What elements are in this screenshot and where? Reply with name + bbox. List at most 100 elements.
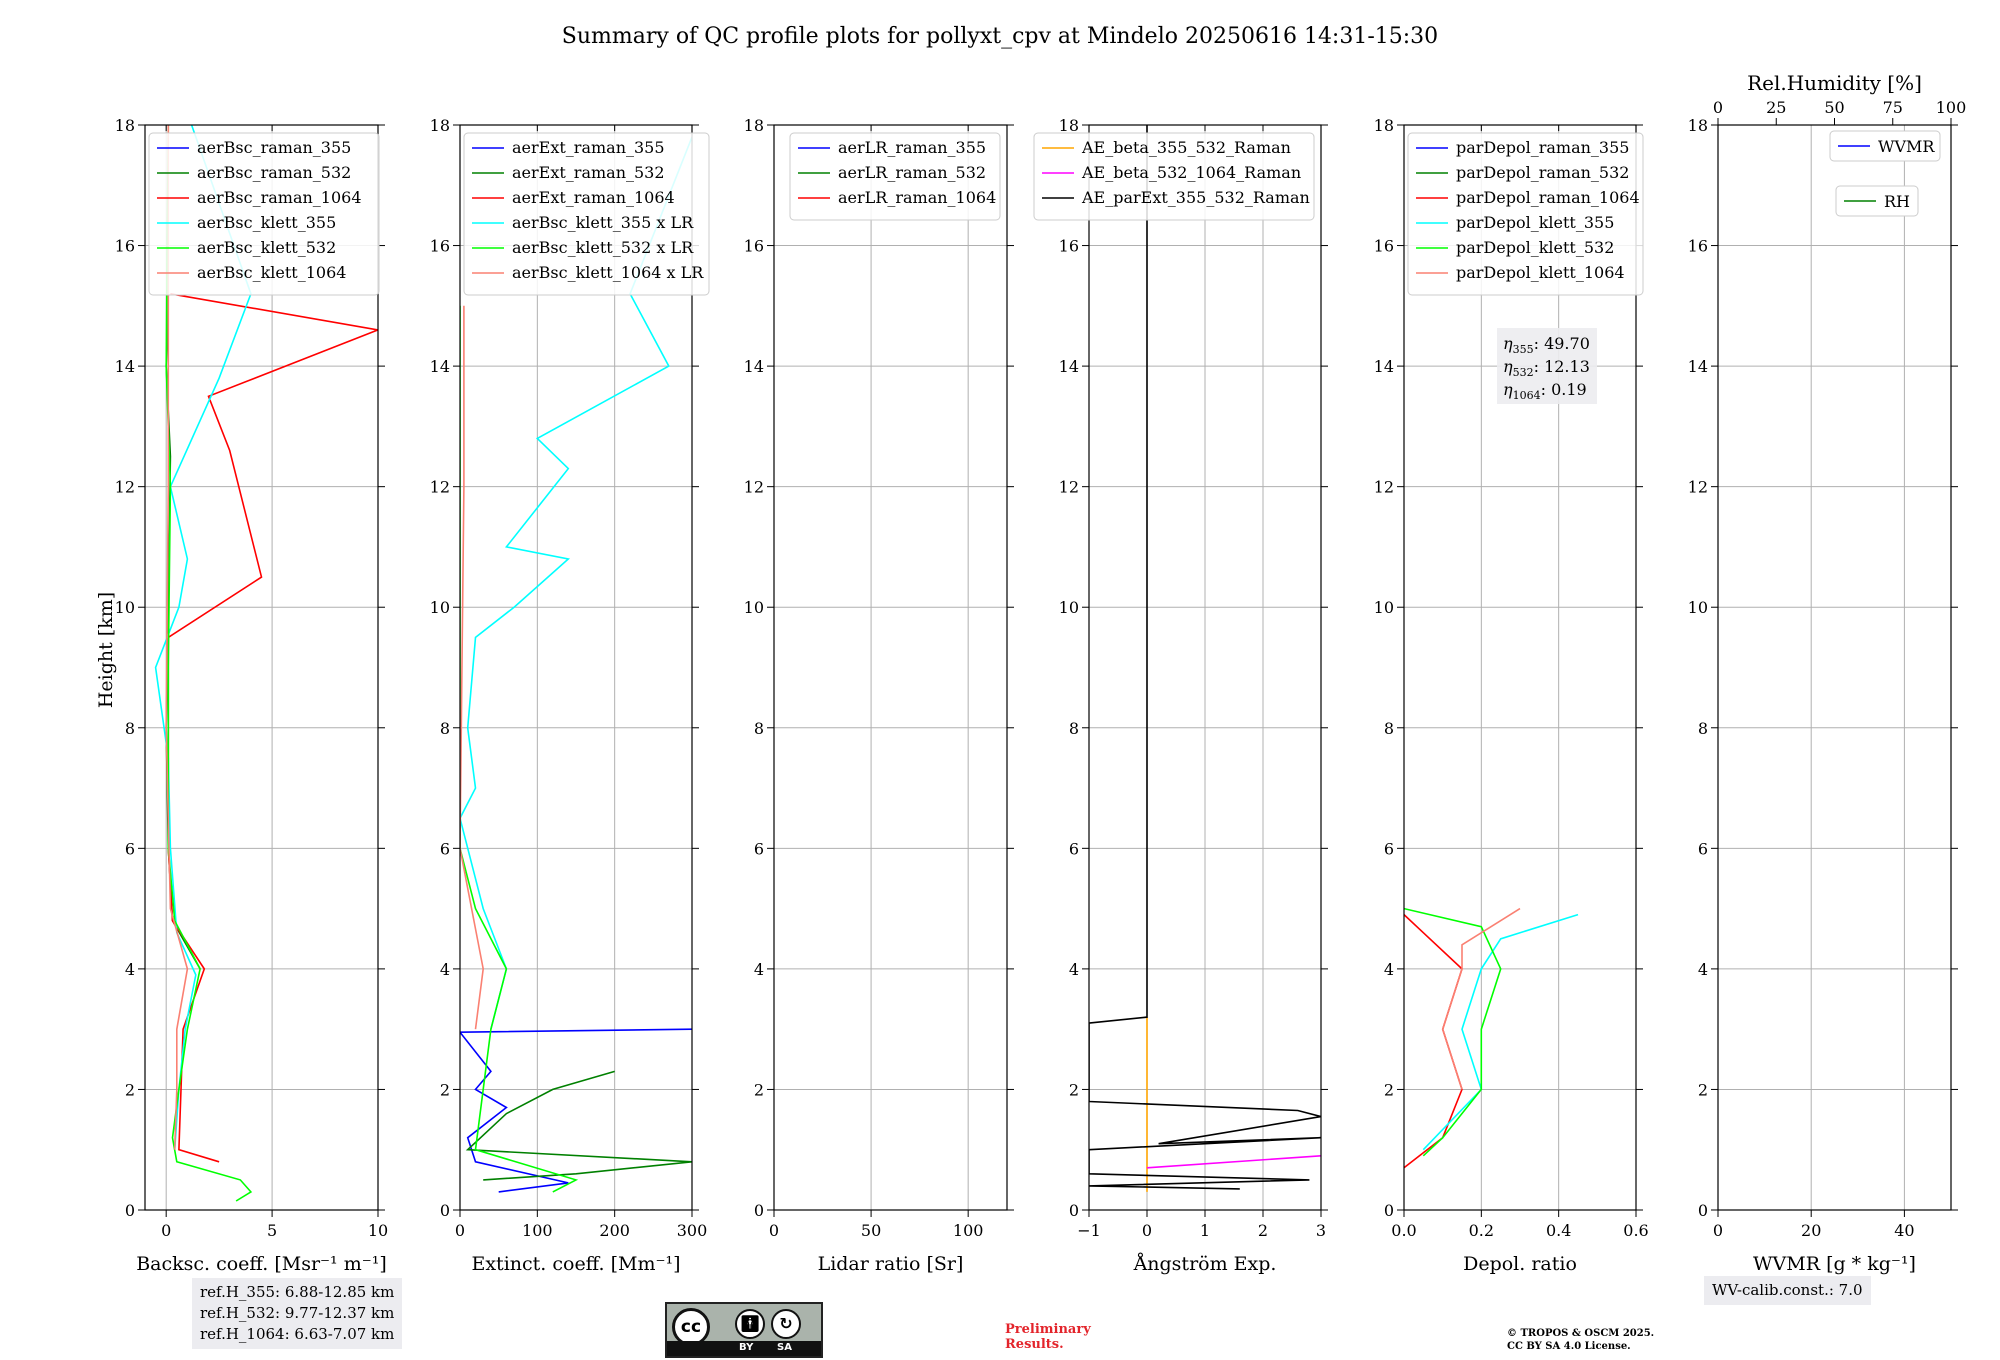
y-tick-label: 10 <box>1374 598 1394 617</box>
y-tick-label: 12 <box>744 478 764 497</box>
legend-entry: aerLR_raman_1064 <box>838 188 996 207</box>
y-tick-label: 0 <box>1069 1201 1079 1220</box>
legend-entry: aerBsc_klett_355 <box>197 213 336 232</box>
x-tick-label: 0 <box>1713 1221 1723 1240</box>
y-tick-label: 6 <box>754 839 764 858</box>
y-tick-label: 4 <box>754 960 764 979</box>
y-tick-label: 6 <box>1384 839 1394 858</box>
y-tick-label: 4 <box>1069 960 1079 979</box>
y-tick-label: 8 <box>125 719 135 738</box>
y-tick-label: 10 <box>430 598 450 617</box>
legend-bsc: aerBsc_raman_355 aerBsc_raman_532 aerBsc_r… <box>148 132 380 296</box>
grid-wv <box>1717 124 1951 1211</box>
y-tick-label: 6 <box>125 839 135 858</box>
y-tick-label: 18 <box>1688 116 1708 135</box>
y-tick-label: 0 <box>440 1201 450 1220</box>
legend-box <box>1033 132 1315 221</box>
x-tick-label: 300 <box>677 1221 708 1240</box>
legend-entry: aerBsc_klett_355 x LR <box>512 213 694 232</box>
y-tick-label: 6 <box>440 839 450 858</box>
legend-entry: aerExt_raman_1064 <box>512 188 675 207</box>
series-line-aerExt_raman_355 <box>460 1028 692 1193</box>
rh-tick-label: 0 <box>1713 98 1723 117</box>
y-tick-label: 14 <box>744 357 764 376</box>
y-tick-label: 16 <box>430 237 450 256</box>
y-tick-label: 2 <box>125 1080 135 1099</box>
ref-height-1064: ref.H_1064: 6.63-7.07 km <box>200 1325 395 1343</box>
y-tick-label: 12 <box>1688 478 1708 497</box>
x-tick-label: 5 <box>267 1221 277 1240</box>
x-tick-label: 100 <box>522 1221 553 1240</box>
y-tick-label: 0 <box>1384 1201 1394 1220</box>
x-tick-label: 0 <box>769 1221 779 1240</box>
panel-ext: 0 100 200 300 0 2 4 6 8 10 12 14 16 18 Extinct. coeff.… <box>430 116 710 1275</box>
y-tick-label: 4 <box>1698 960 1708 979</box>
x-axis-label: Extinct. coeff. [Mm⁻¹] <box>471 1253 680 1275</box>
series-line-aerExt_raman_532 <box>465 1070 692 1181</box>
legend-box <box>789 132 1001 221</box>
series-line-aerBsc_klett_532 x LR <box>460 305 579 1193</box>
y-tick-label: 4 <box>440 960 450 979</box>
eta-532: η532: 12.13 <box>1503 357 1590 379</box>
attribution-person-icon: 🚹︎ <box>735 1309 765 1339</box>
grid-lr <box>773 124 1007 1211</box>
legend-entry: RH <box>1884 192 1910 211</box>
axes-frame <box>773 124 1008 1211</box>
legend-box <box>1835 185 1919 217</box>
x-tick-label: 0 <box>455 1221 465 1240</box>
legend-entry: AE_beta_355_532_Raman <box>1081 138 1291 157</box>
y-tick-label: 14 <box>1374 357 1394 376</box>
x-axis-label: WVMR [g * kg⁻¹] <box>1753 1253 1916 1275</box>
ref-height-532: ref.H_532: 9.77-12.37 km <box>200 1304 395 1322</box>
series-line-AE_beta_532_1064_Raman <box>1146 1155 1321 1169</box>
copyright-note: © TROPOS & OSCM 2025. CC BY SA 4.0 Licen… <box>1507 1327 1654 1353</box>
legend-entry: AE_parExt_355_532_Raman <box>1081 188 1310 207</box>
y-tick-label: 8 <box>1384 719 1394 738</box>
y-tick-label: 16 <box>744 237 764 256</box>
legend-entry: aerExt_raman_355 <box>512 138 665 157</box>
y-tick-label: 8 <box>440 719 450 738</box>
y-tick-label: 10 <box>115 598 135 617</box>
series-line-parDepol_klett_355 <box>1422 913 1579 1151</box>
eta-symbol: η <box>1503 357 1513 376</box>
eta-355: η355: 49.70 <box>1503 334 1590 356</box>
panel-bsc: 0 5 10 0 2 4 6 8 10 12 14 16 18 Backsc. coeff. [Msr⁻¹… <box>115 116 389 1275</box>
x-tick-label: 40 <box>1894 1221 1914 1240</box>
y-tick-label: 2 <box>440 1080 450 1099</box>
legend-box <box>463 132 710 296</box>
y-tick-label: 8 <box>1069 719 1079 738</box>
figure-title: Summary of QC profile plots for pollyxt_… <box>562 24 1438 49</box>
license-band: BY SA <box>667 1341 821 1356</box>
legend-box <box>1407 132 1644 296</box>
preliminary-line-2: Results. <box>1005 1337 1064 1352</box>
panel-wv: 0 20 40 0 2 4 6 8 10 12 14 16 18 WVMR [g * kg⁻¹] <box>1688 116 1958 1275</box>
legend-entry: aerBsc_raman_1064 <box>197 188 362 207</box>
x-tick-label: 0.2 <box>1469 1221 1494 1240</box>
eta-1064: η1064: 0.19 <box>1503 380 1587 402</box>
x-tick-label: −1 <box>1077 1221 1101 1240</box>
x-tick-label: 0 <box>1142 1221 1152 1240</box>
y-tick-label: 6 <box>1698 839 1708 858</box>
wv-calibration-constant: WV-calib.const.: 7.0 <box>1712 1281 1863 1299</box>
y-tick-label: 12 <box>1374 478 1394 497</box>
series-line-aerBsc_klett_1064 <box>165 125 189 1150</box>
legend-wvmr: WVMR <box>1829 130 1941 162</box>
eta-symbol: η <box>1503 380 1513 399</box>
x-axis-label: Backsc. coeff. [Msr⁻¹ m⁻¹] <box>136 1253 387 1275</box>
legend-entry: parDepol_klett_1064 <box>1456 263 1625 282</box>
x-tick-label: 0.0 <box>1391 1221 1416 1240</box>
x-axis-label: Depol. ratio <box>1463 1253 1577 1275</box>
copyright-line-2: CC BY SA 4.0 License. <box>1507 1341 1631 1352</box>
legend-entry: aerLR_raman_532 <box>838 163 986 182</box>
y-tick-label: 16 <box>115 237 135 256</box>
x-tick-label: 200 <box>599 1221 630 1240</box>
y-tick-label: 16 <box>1059 237 1079 256</box>
y-tick-label: 10 <box>1688 598 1708 617</box>
y-tick-label: 0 <box>125 1201 135 1220</box>
series-dep <box>1404 907 1579 1169</box>
y-tick-label: 18 <box>1059 116 1079 135</box>
y-tick-label: 14 <box>1059 357 1079 376</box>
legend-entry: parDepol_klett_532 <box>1456 238 1614 257</box>
